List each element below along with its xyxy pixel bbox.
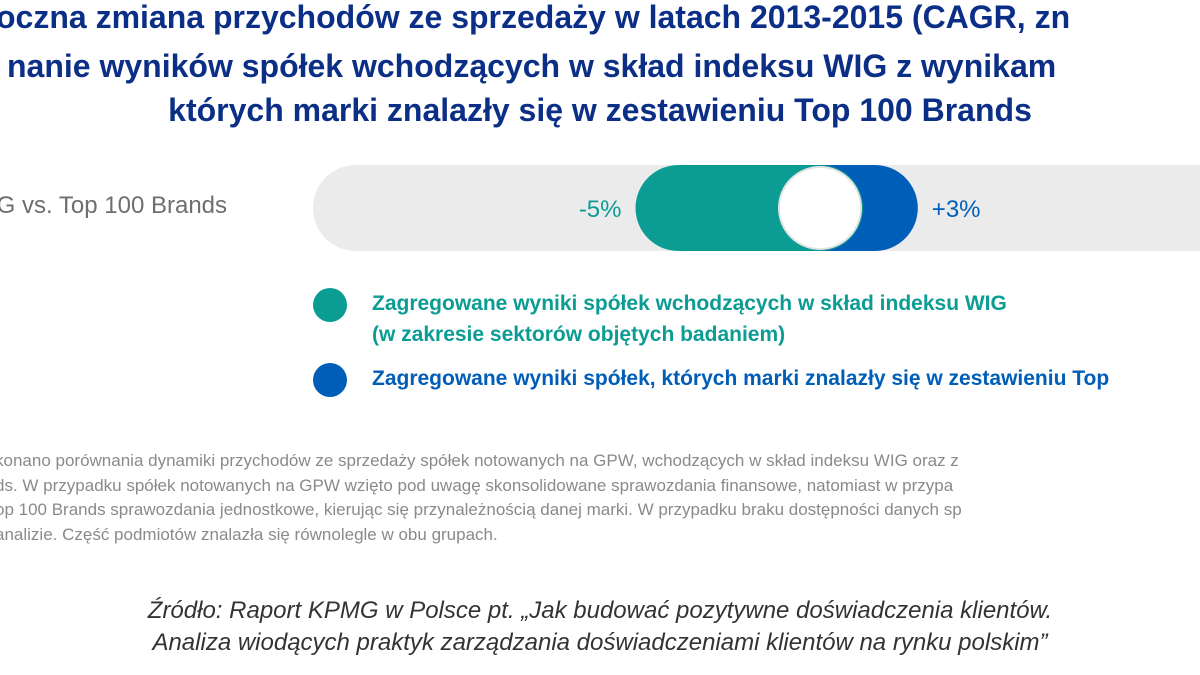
data-label-positive: +3% [932, 196, 981, 223]
note-line: analizie. Część podmiotów znalazła się r… [0, 524, 498, 544]
methodology-note: konano porównania dynamiki przychodów ze… [0, 449, 1200, 547]
source-line-2: Analiza wiodących praktyk zarządzania do… [152, 629, 1048, 656]
data-label-negative: -5% [579, 196, 622, 223]
legend-label: Zagregowane wyniki spółek, których marki… [372, 367, 1110, 390]
legend-label: (w zakresie sektorów objętych badaniem) [372, 323, 786, 346]
note-line: konano porównania dynamiki przychodów ze… [0, 451, 959, 470]
chart-title-line-3-text: których marki znalazły się w zestawieniu… [168, 92, 1032, 128]
chart-title-line-3: których marki znalazły się w zestawieniu… [0, 90, 1200, 130]
chart-title-line-1: oczna zmiana przychodów ze sprzedaży w l… [0, 0, 1071, 35]
legend-label: Zagregowane wyniki spółek wchodzących w … [372, 292, 1007, 315]
chart-title-line-2: nanie wyników spółek wchodzących w skład… [7, 48, 1057, 84]
legend-marker [313, 288, 347, 322]
category-label: IG vs. Top 100 Brands [0, 192, 228, 219]
legend-marker [313, 363, 347, 397]
center-knob [778, 166, 862, 250]
source-line-1: Źródło: Raport KPMG w Polsce pt. „Jak bu… [147, 597, 1053, 624]
note-line: ds. W przypadku spółek notowanych na GPW… [0, 475, 954, 495]
chart-svg: -5% +3% [313, 165, 1200, 251]
note-line: op 100 Brands sprawozdania jednostkowe, … [0, 500, 962, 519]
